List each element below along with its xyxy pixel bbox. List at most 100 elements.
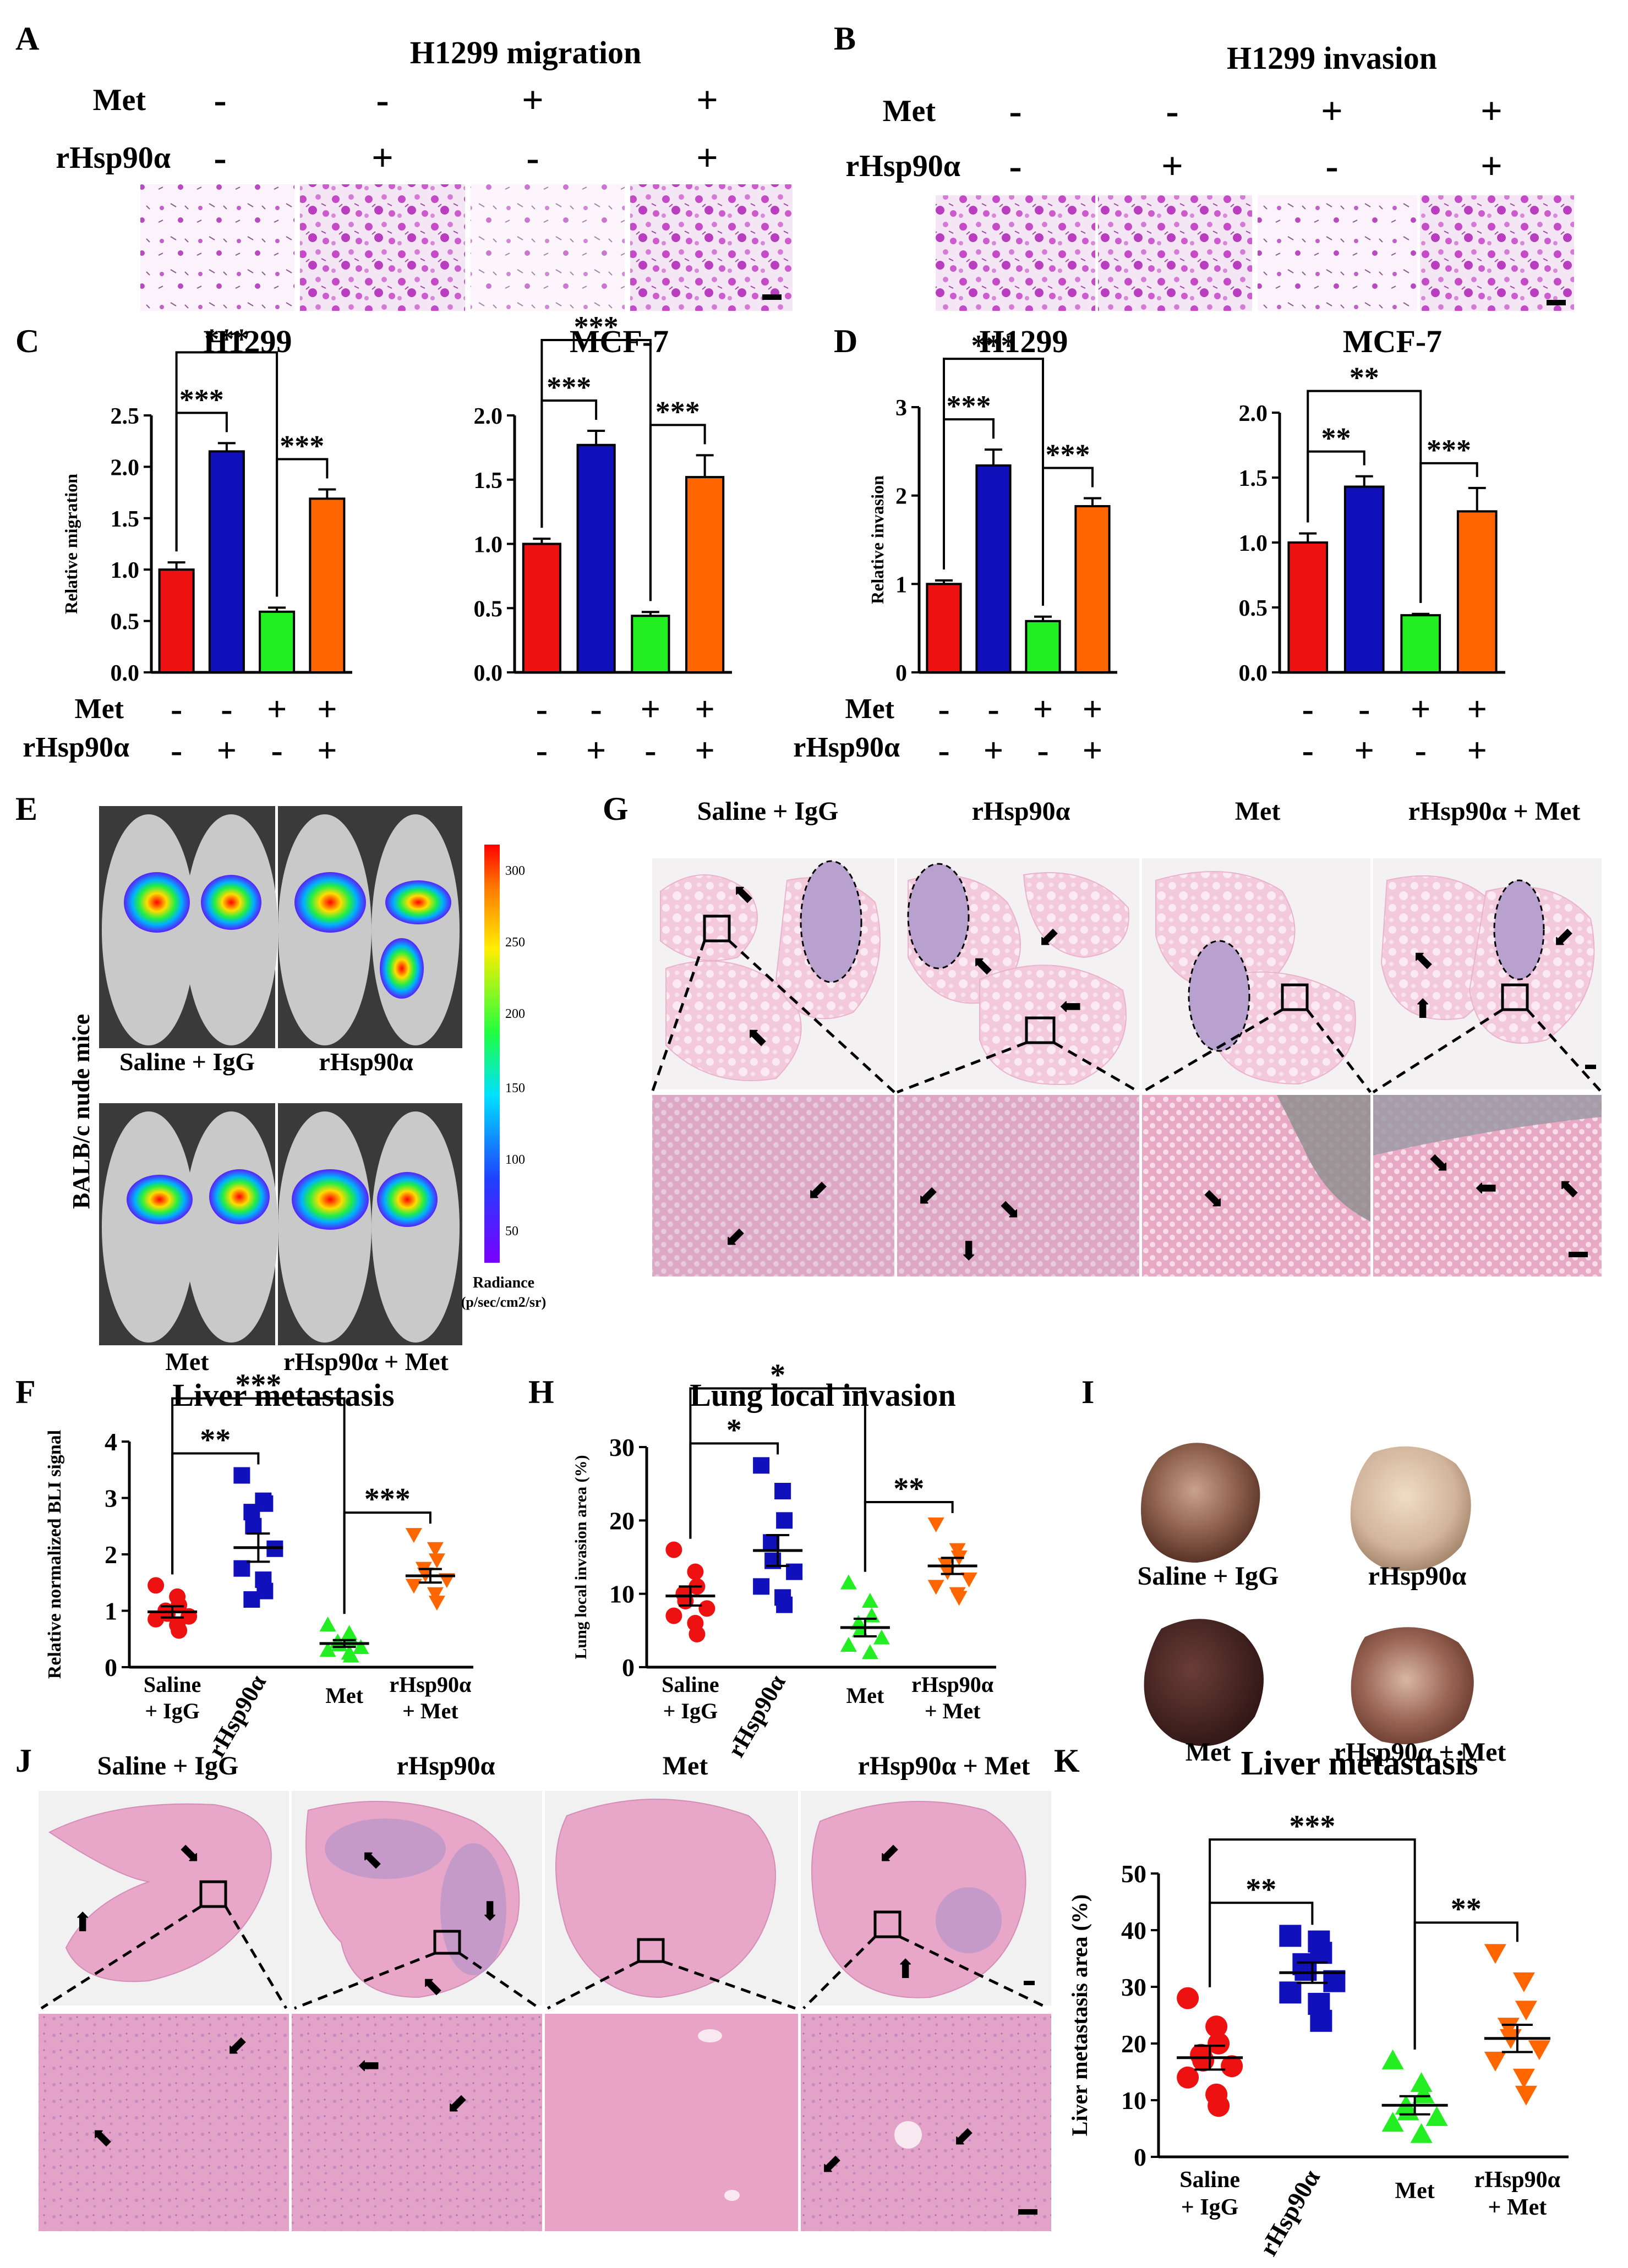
y-tick-label: 20: [609, 1506, 635, 1535]
arrow-icon: ⬋: [724, 1223, 746, 1252]
panel-b-title: H1299 invasion: [1227, 40, 1437, 76]
arrow-icon: ⬋: [226, 2032, 248, 2061]
data-point: [1512, 1972, 1535, 1992]
lung-lobe: [665, 960, 802, 1081]
panel-g-label-3: Met: [1235, 797, 1281, 826]
met-sign: -: [938, 689, 949, 728]
data-point: [1381, 2049, 1404, 2069]
panel-b-rhsp-label: rHsp90α: [845, 149, 960, 183]
panel-b-met-sign-1: -: [1009, 90, 1021, 133]
mouse-body: [102, 1111, 195, 1343]
significance-stars: *: [726, 1413, 742, 1447]
panel-j-zoom-3: [545, 2014, 798, 2231]
data-point: [753, 1457, 770, 1474]
data-point: [774, 1483, 791, 1499]
arrow-icon: ⬋: [1037, 923, 1059, 952]
data-point: [1412, 2083, 1435, 2103]
bar: [631, 615, 670, 674]
treatment-rows-c: Met rHsp90α: [23, 693, 129, 763]
data-point: [960, 1573, 977, 1587]
data-point: [1528, 2040, 1550, 2061]
data-point: [776, 1512, 793, 1529]
significance-stars: ***: [364, 1482, 411, 1516]
x-category-label: rHsp90α: [1474, 2167, 1561, 2193]
panel-a-rhsp-sign-1: -: [214, 137, 226, 179]
met-sign: -: [1302, 689, 1314, 728]
rhsp-sign: -: [644, 731, 656, 770]
data-point: [665, 1541, 682, 1558]
colorbar-units: (p/sec/cm2/sr): [461, 1294, 547, 1310]
zoom-box: [199, 1880, 227, 1908]
rhsp-sign: +: [695, 731, 714, 770]
data-point: [1221, 2055, 1243, 2078]
panel-a-micrograph-4: [630, 184, 793, 311]
zoom-box: [703, 914, 731, 943]
rhsp-sign: -: [1415, 731, 1427, 770]
x-category-label: rHsp90α: [203, 1670, 272, 1762]
panel-j-scale-bar: [1018, 2209, 1037, 2215]
x-category-label: rHsp90α: [911, 1672, 993, 1697]
data-point: [1515, 2001, 1537, 2021]
x-category-label: + Met: [1488, 2195, 1547, 2220]
metastasis-area: [440, 1843, 506, 1975]
met-sign: -: [1358, 689, 1370, 728]
rhsp-sign: -: [271, 731, 282, 770]
bli-signal: [209, 1169, 270, 1224]
vessel: [894, 2121, 922, 2149]
significance-stars: ***: [655, 395, 700, 428]
panel-a-rhsp-label: rHsp90α: [56, 141, 171, 175]
panel-j-zoom-1: [39, 2014, 289, 2231]
bli-signal: [377, 1172, 438, 1227]
lung-lobe: [660, 874, 758, 961]
bar: [259, 610, 296, 673]
data-point: [687, 1563, 704, 1580]
data-point: [1410, 2072, 1433, 2092]
panel-letter-g: G: [603, 791, 629, 827]
bar: [1287, 541, 1329, 673]
colorbar-tick: 150: [505, 1081, 525, 1095]
arrow-icon: ⬅: [1059, 992, 1081, 1021]
data-point: [1310, 2009, 1332, 2032]
panel-b-micrograph-1: [936, 195, 1095, 311]
chart-title: Lung local invasion: [690, 1377, 955, 1413]
data-point: [233, 1467, 250, 1484]
x-category-label: + IgG: [145, 1699, 199, 1723]
data-point: [1205, 2015, 1228, 2038]
panel-j-label-1: Saline + IgG: [97, 1751, 239, 1781]
data-point: [1410, 2123, 1433, 2143]
panel-g-zoom-1: [652, 1095, 894, 1277]
panel-a-micrograph-2: [300, 184, 465, 311]
data-point: [319, 1617, 336, 1632]
rhsp-sign: +: [1083, 731, 1102, 770]
mouse-body: [184, 1111, 278, 1343]
significance-bracket: [171, 1397, 346, 1614]
panel-i: Saline + IgG rHsp90α Met rHsp90α + Met: [1138, 1443, 1506, 1767]
data-point: [850, 1615, 867, 1630]
y-tick-label: 1: [895, 572, 907, 598]
significance-stars: ***: [179, 383, 224, 416]
significance-bracket: [1042, 467, 1094, 606]
x-category-label: Saline: [144, 1672, 201, 1697]
chart-d-h1299-invasion: H1299 0 1 2 3 Relative invasion *** *** ***: [867, 324, 1117, 686]
significance-stars: ***: [204, 322, 249, 355]
panel-j-label-2: rHsp90α: [397, 1751, 495, 1781]
zoom-line: [802, 1936, 876, 2009]
significance-stars: *: [770, 1358, 785, 1392]
bar: [685, 476, 725, 674]
significance-stars: ***: [1427, 434, 1471, 467]
panel-letter-b: B: [834, 20, 856, 57]
arrow-icon: ⬋: [952, 2123, 974, 2152]
bli-signal: [380, 938, 424, 999]
rhsp-sign: -: [1302, 731, 1314, 770]
chart-title: Liver metastasis: [172, 1377, 394, 1413]
panel-i-label-1: Saline + IgG: [1138, 1562, 1279, 1591]
bli-signal: [385, 880, 451, 924]
y-tick-label: 2.0: [474, 404, 503, 429]
zoom-box: [637, 1938, 665, 1963]
panel-j-zoom-4: [801, 2014, 1051, 2231]
panel-letter-i: I: [1081, 1374, 1094, 1410]
panel-a-met-sign-3: +: [522, 79, 544, 122]
panel-j-zoom-2: [292, 2014, 542, 2231]
y-tick-label: 1.5: [111, 507, 140, 532]
data-point: [147, 1610, 165, 1628]
